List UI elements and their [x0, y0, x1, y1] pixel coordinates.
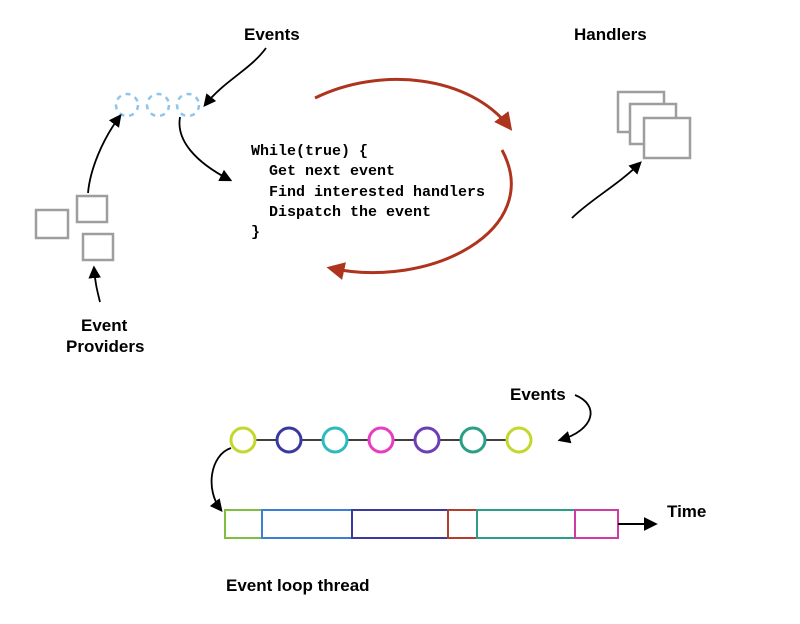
handlers-arrow: [572, 163, 640, 218]
event-circle-3: [369, 428, 393, 452]
label-providers-line1: Event: [81, 316, 127, 336]
timeline-segment-2: [352, 510, 448, 538]
label-events-top: Events: [244, 25, 300, 45]
events-top-arrow: [205, 48, 266, 105]
diagram-svg: [0, 0, 800, 624]
providers-arrow: [94, 268, 100, 302]
label-time: Time: [667, 502, 706, 522]
loop-code: While(true) { Get next event Find intere…: [251, 142, 485, 243]
event-circle-0: [231, 428, 255, 452]
circles-to-rects: [212, 448, 231, 510]
timeline-segment-1: [262, 510, 352, 538]
handler-box-0: [618, 92, 664, 132]
timeline-segment-5: [575, 510, 618, 538]
timeline-segment-3: [448, 510, 477, 538]
label-handlers: Handlers: [574, 25, 647, 45]
label-events-mid: Events: [510, 385, 566, 405]
dashed-circle-1: [147, 94, 169, 116]
event-circle-2: [323, 428, 347, 452]
dashed-circle-2: [177, 94, 199, 116]
event-circle-5: [461, 428, 485, 452]
timeline-segment-0: [225, 510, 262, 538]
provider-box-0: [36, 210, 68, 238]
timeline-segment-4: [477, 510, 575, 538]
label-thread: Event loop thread: [226, 576, 370, 596]
diagram-canvas: Events Handlers Event Providers Events T…: [0, 0, 800, 624]
handler-box-2: [644, 118, 690, 158]
dashed-circle-0: [116, 94, 138, 116]
event-circle-1: [277, 428, 301, 452]
loop-arc-top: [315, 79, 510, 128]
provider-box-2: [83, 234, 113, 260]
box-to-circles: [88, 116, 120, 193]
event-circle-6: [507, 428, 531, 452]
circles-to-loop: [179, 117, 230, 180]
handler-box-1: [630, 104, 676, 144]
event-circle-4: [415, 428, 439, 452]
provider-box-1: [77, 196, 107, 222]
label-providers-line2: Providers: [66, 337, 144, 357]
